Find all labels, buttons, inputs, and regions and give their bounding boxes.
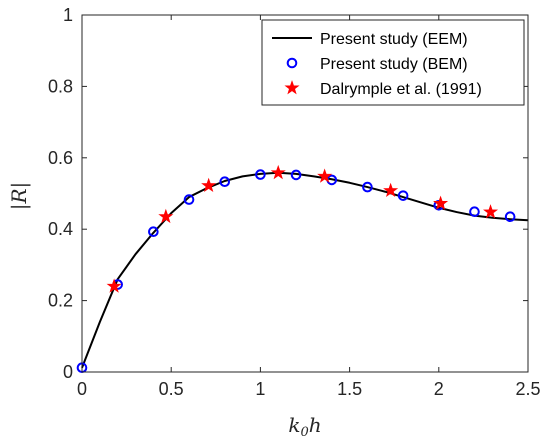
- y-tick-label: 1: [63, 5, 73, 25]
- dalrymple-point: [317, 168, 333, 183]
- dalrymple-point: [106, 278, 122, 293]
- dalrymple-point: [201, 177, 217, 193]
- legend-label: Present study (BEM): [320, 56, 468, 73]
- y-tick-label: 0.6: [48, 148, 73, 168]
- legend-star-sample: [284, 80, 300, 95]
- dalrymple-point: [433, 195, 449, 210]
- legend-box: [261, 19, 525, 106]
- legend-label: Dalrymple et al. (1991): [320, 81, 482, 98]
- legend: Present study (EEM) Present study (BEM) Da…: [261, 19, 525, 106]
- y-tick-label: 0.4: [48, 219, 73, 239]
- x-tick-label: 2.5: [515, 379, 540, 399]
- bem-point: [290, 169, 302, 181]
- y-tick-label: 0.2: [48, 291, 73, 311]
- bem-point: [397, 190, 409, 201]
- dalrymple-point: [483, 204, 499, 219]
- y-tick-label: 0: [63, 362, 73, 382]
- y-axis-label: |R|: [7, 182, 32, 211]
- dalrymple-point: [383, 182, 399, 198]
- legend-label: Present study (EEM): [320, 31, 468, 48]
- bem-point: [362, 181, 373, 193]
- bem-point: [183, 194, 195, 205]
- bem-point: [219, 176, 231, 188]
- y-tick-label: 0.8: [48, 76, 73, 96]
- dalrymple-point: [270, 164, 286, 180]
- x-tick-label: 1.5: [337, 379, 362, 399]
- axis-ticks: 0 0.5 1 1.5 2 2.5 0 0.2 0.4 0.6 0.8 1: [48, 5, 541, 399]
- x-tick-label: 0.5: [159, 379, 184, 399]
- bem-point: [469, 206, 480, 218]
- bem-point: [148, 226, 159, 237]
- bem-point: [504, 211, 516, 223]
- dalrymple-point: [158, 208, 174, 224]
- x-tick-label: 1: [255, 379, 265, 399]
- legend-circle-sample: [286, 57, 298, 69]
- x-tick-label: 0: [77, 379, 87, 399]
- x-tick-label: 2: [434, 379, 444, 399]
- plot-frame: [81, 14, 529, 373]
- x-axis-label: k0h: [288, 413, 321, 440]
- bem-point: [255, 169, 266, 180]
- series-layer: [76, 164, 529, 374]
